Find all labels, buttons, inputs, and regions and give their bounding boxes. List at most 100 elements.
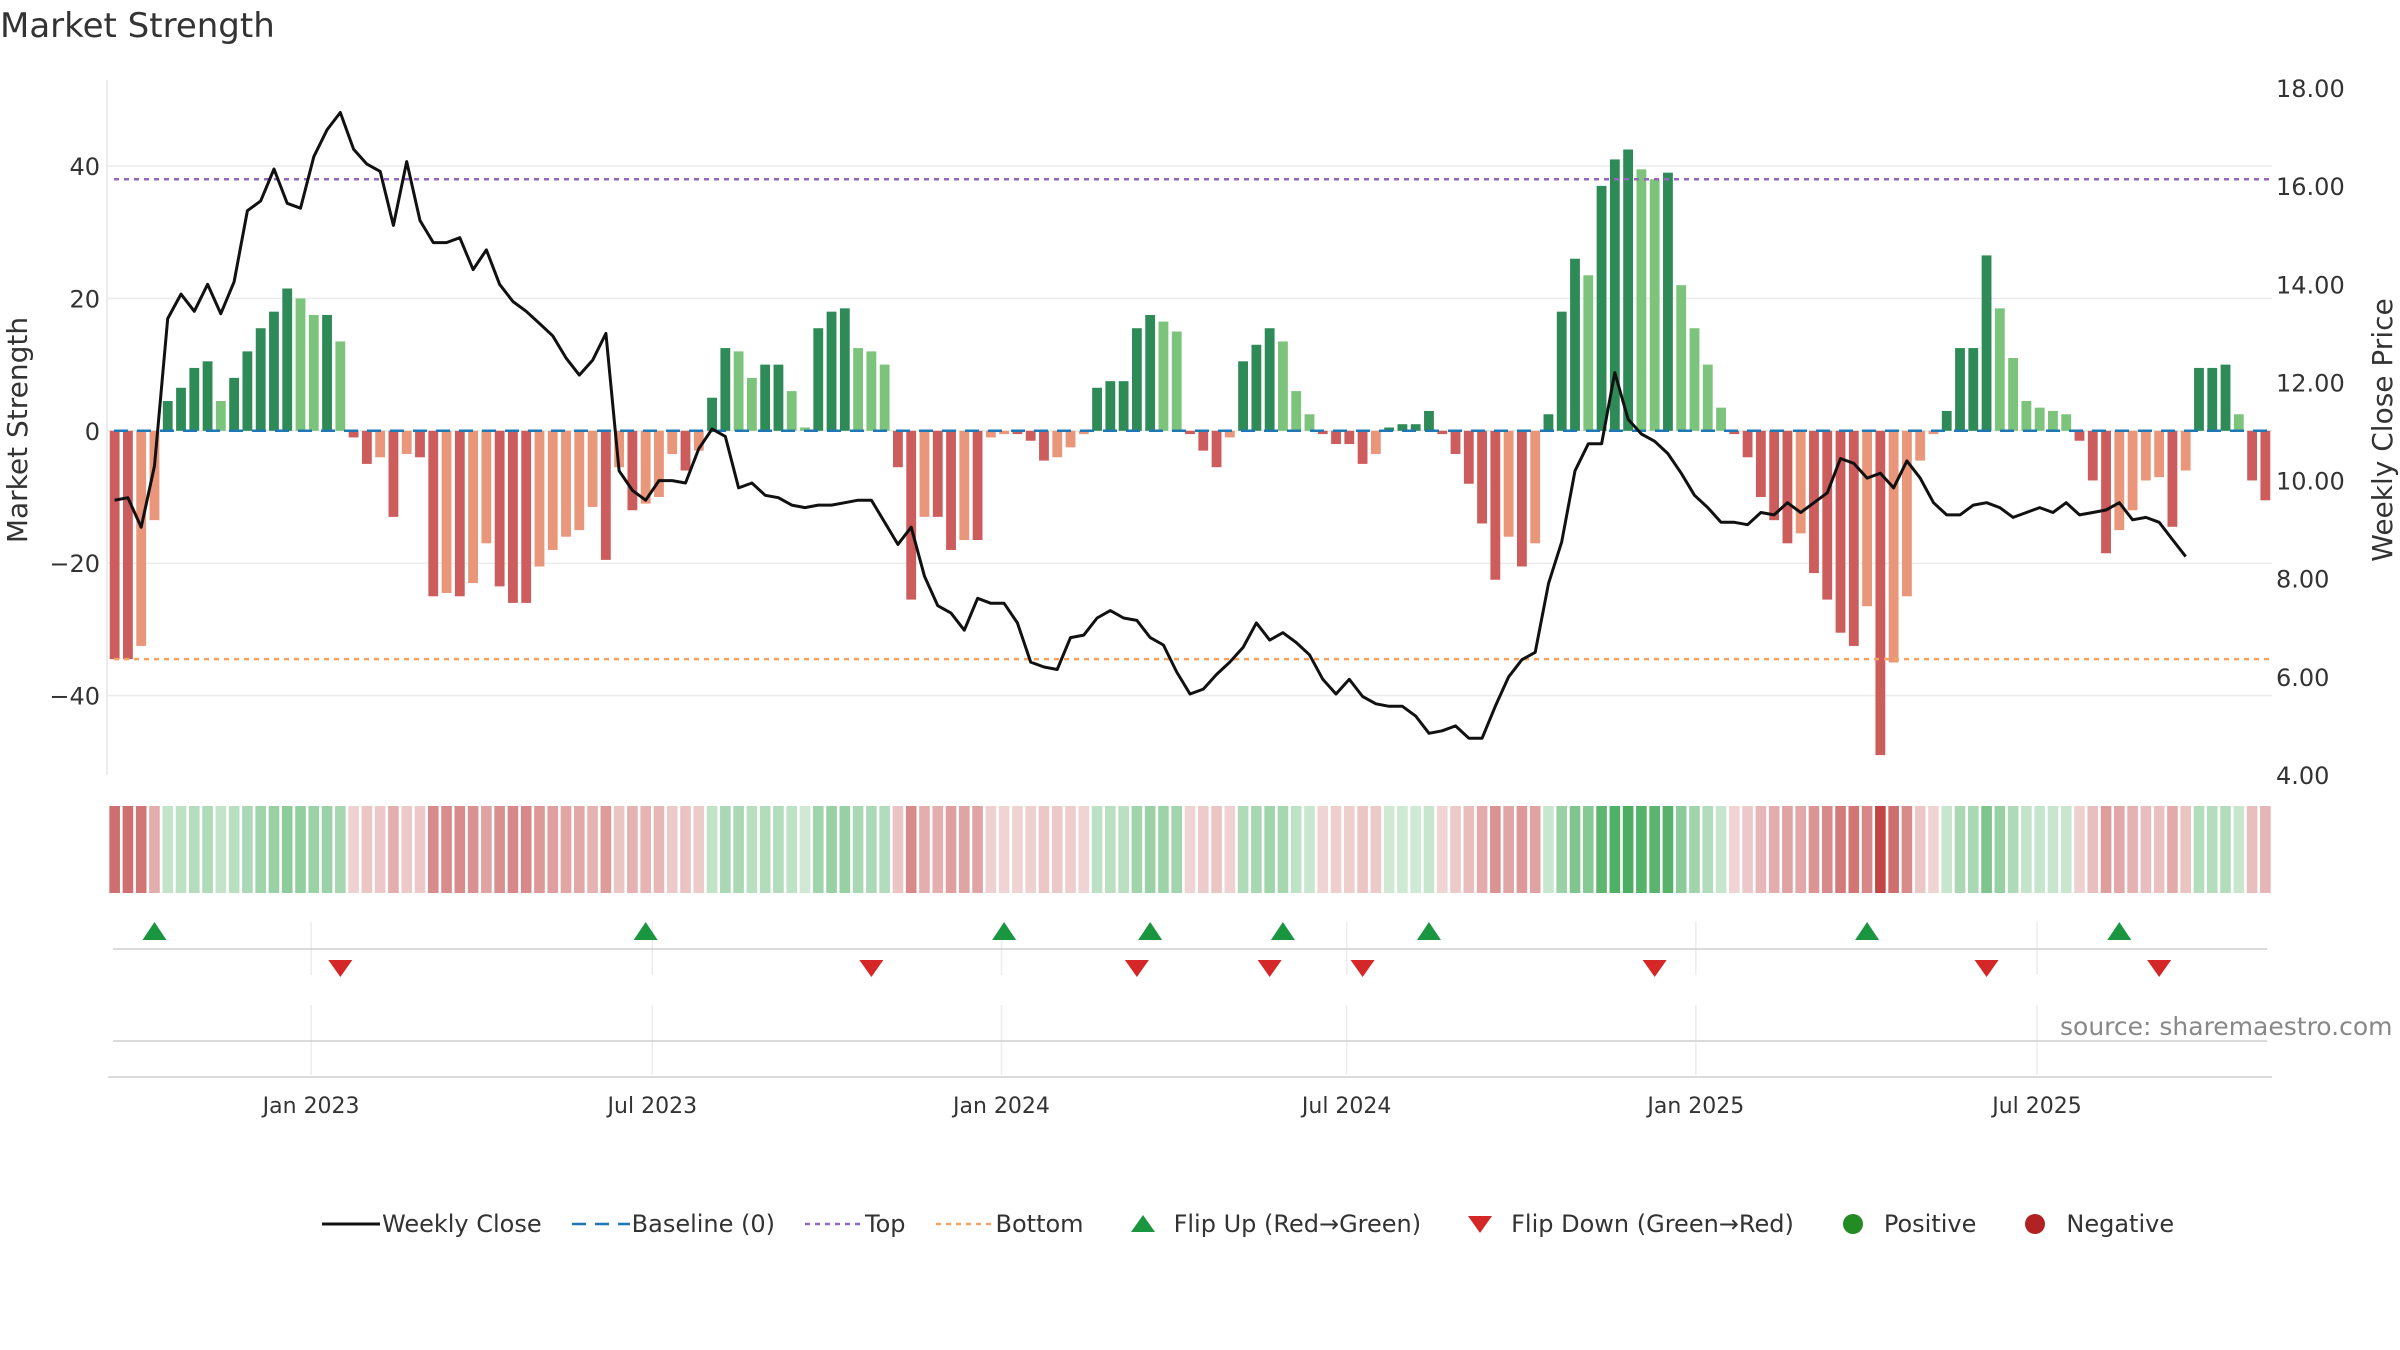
- heat-strip-cell: [1397, 806, 1408, 893]
- strength-bar: [1224, 430, 1235, 438]
- strength-bar: [813, 328, 824, 431]
- flip-down-marker: [1350, 960, 1375, 977]
- heat-strip-cell: [388, 806, 399, 893]
- heat-strip-cell: [215, 806, 227, 893]
- heat-strip-cell: [1344, 806, 1355, 893]
- strength-bar: [2114, 430, 2125, 531]
- heat-strip-cell: [627, 806, 638, 893]
- strength-bar: [1039, 430, 1049, 461]
- strength-bar: [826, 311, 837, 431]
- heat-strip-cell: [1144, 806, 1156, 893]
- strength-bar: [1424, 410, 1434, 431]
- strength-bar: [1835, 430, 1846, 633]
- y-tick-label: 40: [69, 153, 100, 181]
- strength-bar: [932, 430, 943, 517]
- flip-down-marker: [859, 960, 884, 977]
- heat-strip-cell: [839, 806, 851, 893]
- strength-bar: [1450, 430, 1461, 454]
- strength-bar: [348, 430, 359, 438]
- heat-strip-cell: [972, 806, 983, 893]
- strength-bars: [109, 149, 2271, 756]
- strength-bar: [760, 364, 771, 431]
- flip-up-marker: [633, 922, 658, 940]
- heat-strip-cell: [162, 806, 174, 893]
- heat-strip-cell: [1795, 806, 1807, 893]
- strength-bar: [667, 430, 678, 454]
- legend-item: Positive: [1822, 1209, 1976, 1239]
- legend: Weekly Close Baseline (0) Top Bottom Flip Up…: [320, 1206, 2202, 1242]
- heat-strip-cell: [374, 806, 386, 893]
- heat-strip-cell: [1197, 806, 1209, 893]
- strength-bar: [454, 430, 465, 597]
- strength-bar: [361, 430, 372, 464]
- flip-markers-panel: [113, 922, 2267, 1075]
- legend-symbol-dot-purple: [803, 1209, 865, 1239]
- strength-bar: [720, 348, 731, 431]
- strength-bar: [1065, 430, 1076, 448]
- legend-item: Flip Up (Red→Green): [1112, 1209, 1421, 1239]
- strength-bar: [2021, 401, 2032, 431]
- strength-bar: [1769, 430, 1780, 521]
- strength-bar: [1862, 430, 1872, 607]
- legend-label: Weekly Close: [382, 1210, 542, 1238]
- right-y-axis: 18.00 16.00 14.00 12.00 10.00 8.00 6.00 4.00: [2276, 75, 2345, 790]
- strength-bar: [109, 430, 120, 660]
- heat-strip-cell: [321, 806, 333, 893]
- legend-symbol-circle-red: [2004, 1209, 2066, 1239]
- heat-strip-cell: [2233, 806, 2245, 893]
- strength-bar: [1092, 387, 1102, 431]
- strength-bar: [2127, 430, 2138, 511]
- legend-label: Flip Down (Green→Red): [1511, 1210, 1794, 1238]
- heat-strip-cell: [2127, 806, 2138, 893]
- y2-tick-label: 6.00: [2276, 664, 2329, 692]
- heat-strip-cell: [1304, 806, 1315, 893]
- strength-bar: [600, 430, 611, 560]
- y2-tick-label: 8.00: [2276, 566, 2329, 594]
- legend-symbol-tri-down: [1449, 1209, 1511, 1239]
- heat-strip-cell: [1662, 806, 1674, 893]
- strength-bar: [1570, 258, 1580, 431]
- heat-strip-cell: [2007, 806, 2019, 893]
- heat-strip-cell: [1808, 806, 1820, 893]
- strength-bar: [1795, 430, 1806, 534]
- strength-bar: [1755, 430, 1766, 497]
- y2-tick-label: 4.00: [2276, 762, 2329, 790]
- heat-strip-cell: [573, 806, 585, 893]
- strength-bar: [1583, 275, 1594, 431]
- heat-strip-cell: [932, 806, 944, 893]
- flip-up-marker: [142, 922, 167, 940]
- heat-strip-cell: [2021, 806, 2032, 893]
- strength-bar: [561, 430, 571, 537]
- heat-strip-cell: [188, 806, 200, 893]
- heat-strip-cell: [1476, 806, 1488, 893]
- strength-bar: [999, 430, 1010, 435]
- strength-bar: [2008, 358, 2019, 431]
- heat-strip-cell: [1543, 806, 1554, 893]
- flip-up-marker: [1270, 922, 1295, 940]
- strength-bar: [494, 430, 505, 587]
- strength-bar: [574, 430, 585, 531]
- heat-strip-cell: [1622, 806, 1634, 893]
- heat-strip-cell: [2100, 806, 2112, 893]
- heat-strip-cell: [2153, 806, 2165, 893]
- strength-bar: [1278, 341, 1288, 431]
- heat-strip-cell: [149, 806, 160, 893]
- strength-bar: [773, 364, 784, 431]
- strength-bar: [1623, 149, 1634, 431]
- heat-strip-cell: [1782, 806, 1793, 893]
- strength-bar: [1171, 331, 1182, 431]
- heat-strip-cell: [2260, 806, 2271, 893]
- heat-strip-cell: [1675, 806, 1687, 893]
- legend-label: Baseline (0): [631, 1210, 776, 1238]
- heat-strip-cell: [242, 806, 253, 893]
- heat-strip-cell: [1875, 806, 1886, 893]
- strength-bar: [123, 430, 133, 660]
- heat-strip-cell: [281, 806, 293, 893]
- reference-lines: [114, 178, 2272, 661]
- strength-bar: [2154, 430, 2165, 478]
- x-tick-label: Jan 2024: [951, 1094, 1050, 1119]
- y-axis-label: Market Strength: [1, 317, 34, 543]
- strength-bar: [2087, 430, 2098, 481]
- strength-bar: [2167, 430, 2178, 527]
- heat-strip-cell: [892, 806, 904, 893]
